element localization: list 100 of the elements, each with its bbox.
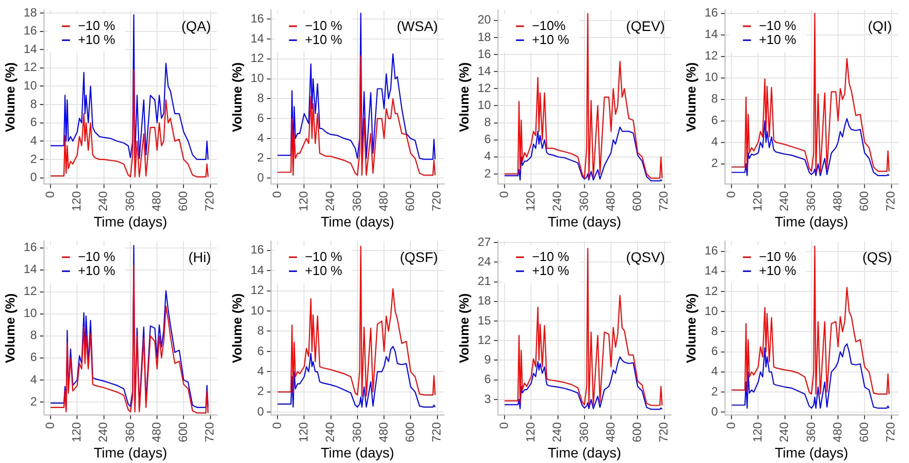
y-tick-label: 6 <box>484 372 492 386</box>
x-tick-label: 240 <box>550 190 564 212</box>
annotation: (Hi) <box>188 249 211 266</box>
y-tick-label: 4 <box>30 133 38 148</box>
x-tick-label: 0 <box>724 190 738 198</box>
x-tick-label: 480 <box>376 422 390 442</box>
x-tick-label: 360 <box>122 190 137 212</box>
legend-label: +10 % <box>304 32 343 47</box>
legend-label: −10 % <box>758 18 797 33</box>
y-axis-title: Volume (%) <box>683 293 698 364</box>
legend-label: −10 % <box>304 18 343 33</box>
annotation: (QEV) <box>626 18 665 34</box>
legend-label: +10 % <box>532 262 570 278</box>
x-axis-title: Time (days) <box>548 213 622 230</box>
y-tick-label: 0 <box>30 170 38 184</box>
legend-label: +10 % <box>304 262 343 278</box>
x-axis-title: Time (days) <box>548 444 622 460</box>
x-axis-title: Time (days) <box>94 213 168 230</box>
y-tick-label: 12 <box>704 48 718 63</box>
y-tick-label: 0 <box>257 170 264 185</box>
x-tick-label: 360 <box>576 422 591 442</box>
y-tick-label: 0 <box>711 404 718 418</box>
y-tick-label: 16 <box>24 240 38 254</box>
x-tick-label: 240 <box>777 422 792 442</box>
y-tick-label: 12 <box>704 284 718 298</box>
x-tick-label: 0 <box>270 422 284 429</box>
x-tick-label: 360 <box>804 190 818 212</box>
y-tick-label: 6 <box>484 132 492 146</box>
legend-label: −10 % <box>758 248 797 264</box>
y-tick-label: 10 <box>24 306 38 320</box>
y-tick-label: 4 <box>711 134 718 149</box>
x-tick-label: 480 <box>149 422 164 442</box>
annotation: (QA) <box>181 18 211 34</box>
x-tick-label: 600 <box>856 190 871 212</box>
x-tick-label: 720 <box>430 422 444 442</box>
y-tick-label: 8 <box>257 90 264 105</box>
x-tick-label: 0 <box>42 190 57 198</box>
y-tick-label: 16 <box>478 46 492 61</box>
annotation: (QSF) <box>400 249 438 266</box>
y-tick-label: 2 <box>30 152 38 166</box>
legend-label: −10 % <box>78 248 116 264</box>
x-tick-label: 240 <box>323 422 338 442</box>
y-tick-label: 6 <box>30 350 38 364</box>
y-tick-label: 0 <box>257 404 264 418</box>
legend-label: −10 % <box>304 248 343 264</box>
x-tick-label: 480 <box>830 422 844 442</box>
annotation: (QS) <box>862 249 892 266</box>
y-tick-label: 14 <box>250 31 264 46</box>
y-tick-label: 14 <box>24 42 38 56</box>
annotation: (WSA) <box>396 18 438 34</box>
x-tick-label: 0 <box>724 422 738 429</box>
y-tick-label: 6 <box>711 113 718 128</box>
y-tick-label: 21 <box>478 274 492 288</box>
x-tick-label: 600 <box>630 190 644 212</box>
y-tick-label: 18 <box>478 294 492 308</box>
annotation: (QI) <box>868 18 892 34</box>
y-axis-title: Volume (%) <box>456 62 472 132</box>
x-tick-label: 600 <box>856 422 871 442</box>
x-tick-label: 480 <box>376 190 390 212</box>
x-tick-label: 720 <box>656 422 671 442</box>
y-tick-label: 16 <box>250 11 264 26</box>
legend-label: −10 % <box>532 248 570 264</box>
legend-label: +10 % <box>758 32 797 47</box>
x-tick-label: 720 <box>430 190 444 212</box>
x-tick-label: 600 <box>402 422 417 442</box>
y-tick-label: 4 <box>257 130 264 145</box>
y-axis-title: Volume (%) <box>2 62 18 132</box>
x-tick-label: 120 <box>296 190 311 212</box>
x-tick-label: 720 <box>884 190 898 212</box>
y-axis-title: Volume (%) <box>2 293 18 364</box>
y-tick-label: 4 <box>711 364 718 378</box>
x-axis-title: Time (days) <box>774 444 848 460</box>
y-tick-label: 14 <box>250 262 264 277</box>
y-tick-label: 6 <box>30 115 38 130</box>
y-tick-label: 9 <box>484 352 492 367</box>
y-tick-label: 8 <box>711 324 718 338</box>
y-tick-label: 16 <box>704 244 718 258</box>
y-tick-label: 18 <box>24 5 38 20</box>
y-tick-label: 2 <box>257 384 264 398</box>
annotation: (QSV) <box>626 249 665 266</box>
y-tick-label: 8 <box>484 115 492 130</box>
y-tick-label: 15 <box>478 313 492 328</box>
y-tick-label: 10 <box>704 70 718 84</box>
x-tick-label: 480 <box>603 422 618 442</box>
x-tick-label: 120 <box>750 422 765 442</box>
x-tick-label: 240 <box>96 422 110 442</box>
x-tick-label: 600 <box>176 190 190 212</box>
x-tick-label: 240 <box>777 190 792 212</box>
y-axis-title: Volume (%) <box>683 62 698 132</box>
y-tick-label: 6 <box>257 110 264 125</box>
y-tick-label: 8 <box>30 96 38 111</box>
y-tick-label: 20 <box>478 12 492 27</box>
y-tick-label: 10 <box>24 78 38 93</box>
y-tick-label: 10 <box>250 71 264 86</box>
x-tick-label: 240 <box>96 190 110 212</box>
x-tick-label: 120 <box>296 422 311 442</box>
y-tick-label: 16 <box>704 6 718 20</box>
y-tick-label: 8 <box>257 324 264 338</box>
x-tick-label: 240 <box>323 190 338 212</box>
y-tick-label: 4 <box>484 149 492 164</box>
